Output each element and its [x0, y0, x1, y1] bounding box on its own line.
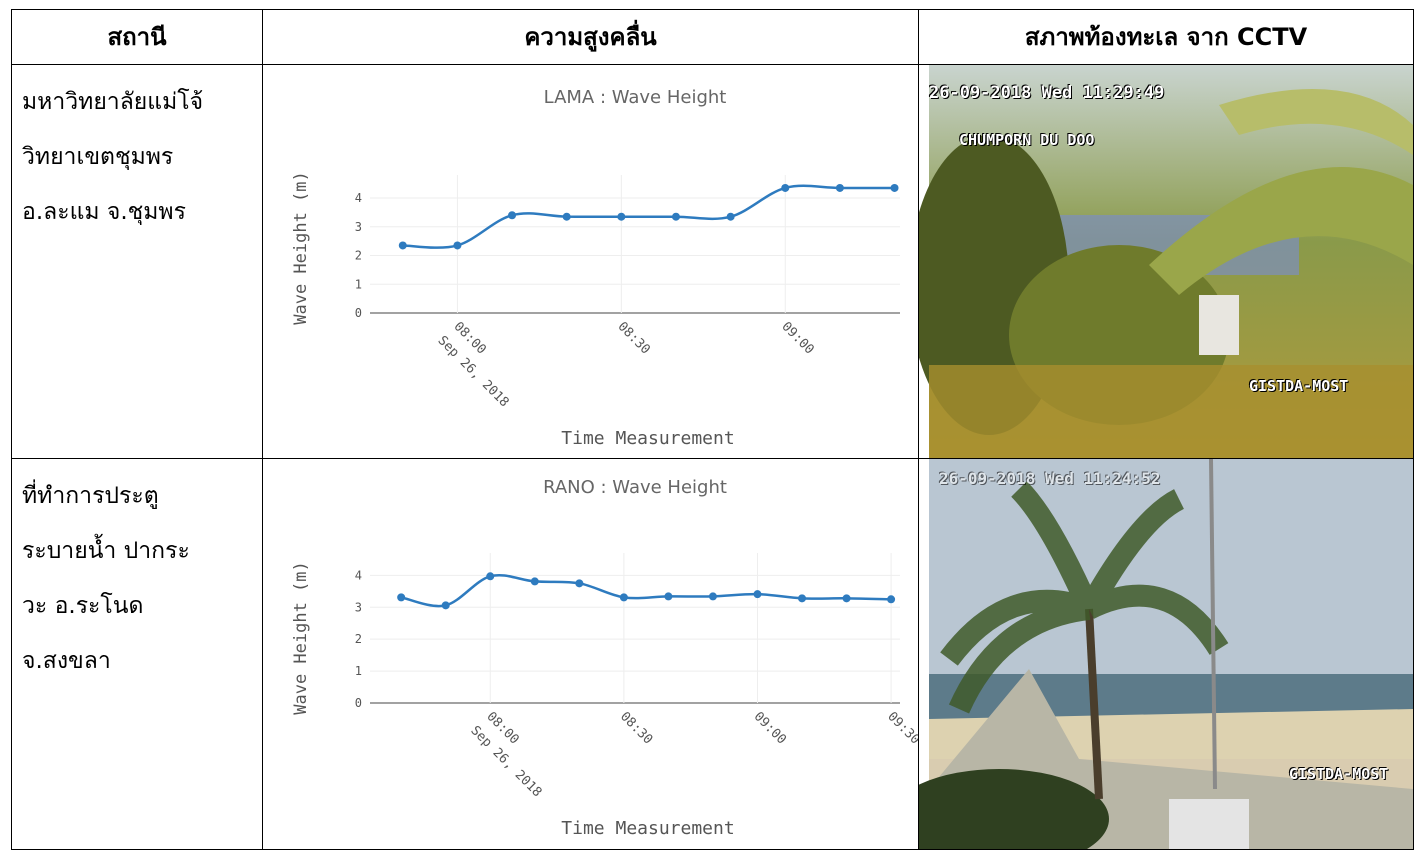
y-tick-label: 4	[355, 191, 362, 205]
data-point	[397, 593, 406, 602]
data-point	[619, 593, 628, 602]
station-line: ที่ทำการประตู	[22, 483, 159, 509]
data-point	[617, 212, 626, 221]
cctv-cell: 26-09-2018 Wed 11:29:49 CHUMPORN DU DOO …	[918, 64, 1414, 459]
data-point	[671, 212, 680, 221]
y-axis-label: Wave Height (m)	[291, 561, 311, 715]
y-tick-label: 2	[355, 249, 362, 263]
y-tick-label: 0	[355, 306, 362, 320]
station-line: จ.สงขลา	[22, 648, 111, 674]
data-point	[398, 241, 407, 250]
header-cell: ความสูงคลื่น	[262, 9, 919, 65]
header-cell: สภาพท้องทะเล จาก CCTV	[918, 9, 1414, 65]
data-line	[402, 184, 895, 249]
data-point	[441, 601, 450, 610]
y-tick-label: 1	[355, 664, 362, 678]
chart: RANO : Wave Height Wave Height (m) Time Me…	[291, 477, 918, 839]
y-tick-label: 3	[355, 600, 362, 614]
cctv-cell: 26-09-2018 Wed 11:24:52 GISTDA-MOST	[918, 458, 1414, 850]
station-line: วิทยาเขตชุมพร	[22, 144, 174, 170]
data-point	[842, 594, 851, 603]
y-tick-label: 2	[355, 632, 362, 646]
data-point	[530, 577, 539, 586]
chart-cell: RANO : Wave Height Wave Height (m) Time Me…	[262, 458, 919, 850]
station-cell: มหาวิทยาลัยแม่โจ้ วิทยาเขตชุมพร อ.ละแม จ…	[11, 64, 263, 459]
data-point	[664, 592, 673, 601]
station-cell: ที่ทำการประตู ระบายน้ำ ปากระ วะ อ.ระโนด …	[11, 458, 263, 850]
data-point	[887, 595, 896, 604]
x-axis-label: Time Measurement	[561, 428, 734, 449]
x-axis-label: Time Measurement	[561, 818, 734, 839]
station-line: วะ อ.ระโนด	[22, 593, 144, 619]
data-point	[890, 183, 899, 192]
data-point	[562, 212, 571, 221]
header-cell: สถานี	[11, 9, 263, 65]
x-tick-label: 09:00	[751, 709, 789, 747]
data-point	[753, 590, 762, 599]
data-point	[575, 579, 584, 588]
chart-title: LAMA : Wave Height	[544, 87, 727, 108]
y-tick-label: 4	[355, 568, 362, 582]
cctv-image	[919, 459, 1413, 849]
cctv-image	[919, 65, 1413, 458]
station-line: อ.ละแม จ.ชุมพร	[22, 199, 186, 225]
y-tick-label: 1	[355, 277, 362, 291]
station-line: ระบายน้ำ ปากระ	[22, 538, 190, 564]
data-point	[508, 211, 517, 220]
data-point	[835, 183, 844, 192]
chart: LAMA : Wave Height Wave Height (m) Time Me…	[291, 87, 900, 449]
data-point	[781, 183, 790, 192]
x-tick-label: 08:30	[615, 319, 653, 357]
data-point	[726, 212, 735, 221]
y-axis-label: Wave Height (m)	[291, 171, 311, 325]
cctv-watermark: GISTDA-MOST	[1289, 765, 1389, 783]
cctv-timestamp: 26-09-2018 Wed 11:29:49	[929, 83, 1165, 103]
cctv-camera: CHUMPORN DU DOO	[959, 131, 1095, 149]
data-line	[400, 573, 892, 608]
x-tick-label: 09:30	[884, 709, 918, 747]
data-point	[453, 241, 462, 250]
chart-title: RANO : Wave Height	[543, 477, 727, 498]
data-point	[798, 594, 807, 603]
chart-cell: LAMA : Wave Height Wave Height (m) Time Me…	[262, 64, 919, 459]
y-tick-label: 0	[355, 696, 362, 710]
x-tick-label: 08:30	[617, 709, 655, 747]
y-tick-label: 3	[355, 220, 362, 234]
station-line: มหาวิทยาลัยแม่โจ้	[22, 89, 204, 115]
cctv-timestamp: 26-09-2018 Wed 11:24:52	[939, 469, 1161, 488]
data-point	[708, 592, 717, 601]
data-point	[486, 572, 495, 581]
cctv-watermark: GISTDA-MOST	[1249, 377, 1349, 395]
x-tick-label: 09:00	[778, 319, 816, 357]
